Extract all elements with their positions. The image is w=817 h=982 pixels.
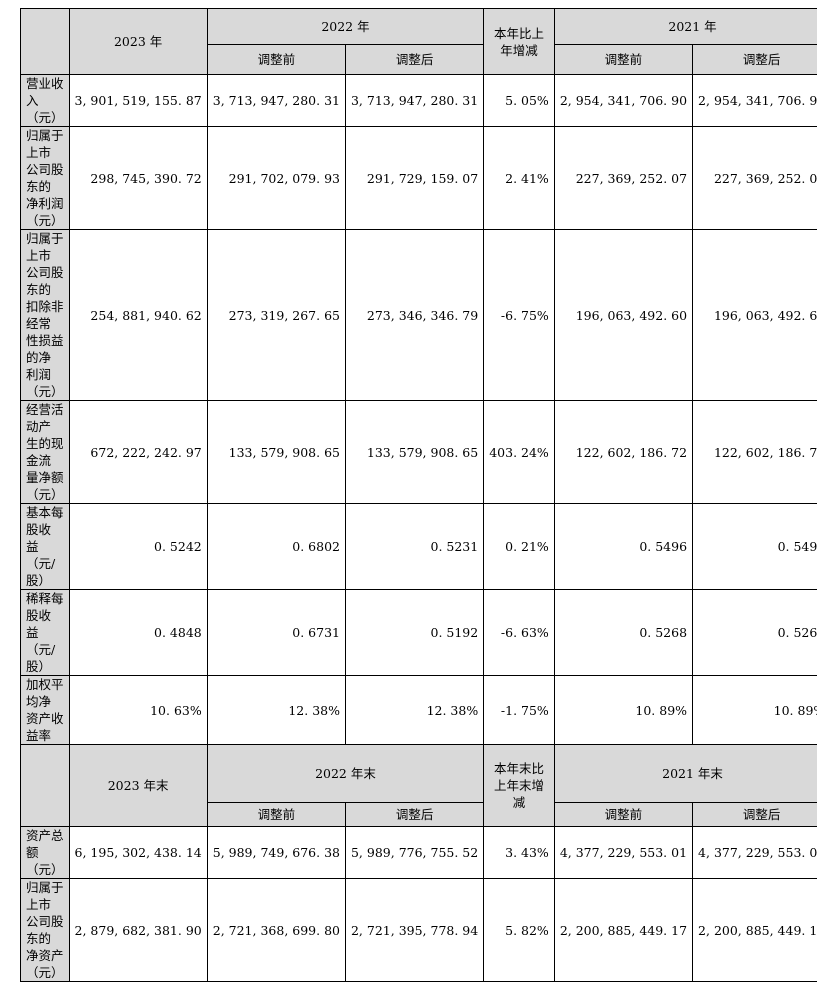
header-2021-before: 调整前	[554, 45, 692, 75]
value-2021-after: 0. 5268	[693, 590, 817, 676]
value-2021-after: 2, 954, 341, 706. 90	[693, 75, 817, 127]
value-2022-before: 273, 319, 267. 65	[207, 230, 345, 401]
header-2023: 2023 年	[69, 9, 207, 75]
header-2021-end-before: 调整前	[554, 803, 692, 827]
value-2022-after: 133, 579, 908. 65	[345, 401, 483, 504]
value-change: -6. 63%	[484, 590, 555, 676]
value-2021-before: 0. 5268	[554, 590, 692, 676]
value-2023: 3, 901, 519, 155. 87	[69, 75, 207, 127]
header-2022: 2022 年	[207, 9, 483, 45]
table-row-roe: 加权平均净 资产收益率 10. 63% 12. 38% 12. 38% -1. …	[21, 676, 817, 745]
value-2021-before: 227, 369, 252. 07	[554, 127, 692, 230]
table-row-net-profit: 归属于上市 公司股东的 净利润 （元） 298, 745, 390. 72 29…	[21, 127, 817, 230]
value-2022-after: 2, 721, 395, 778. 94	[345, 879, 483, 982]
row-label: 基本每股收 益（元/股）	[21, 504, 70, 590]
table-row-total-assets: 资产总额 （元） 6, 195, 302, 438. 14 5, 989, 74…	[21, 827, 817, 879]
table-row-operating-cash-flow: 经营活动产 生的现金流 量净额 （元） 672, 222, 242. 97 13…	[21, 401, 817, 504]
value-2023: 672, 222, 242. 97	[69, 401, 207, 504]
row-label: 营业收入 （元）	[21, 75, 70, 127]
value-2022-after: 291, 729, 159. 07	[345, 127, 483, 230]
value-2023: 6, 195, 302, 438. 14	[69, 827, 207, 879]
header-2022-end: 2022 年末	[207, 745, 483, 803]
value-2023: 10. 63%	[69, 676, 207, 745]
value-2021-after: 2, 200, 885, 449. 17	[693, 879, 817, 982]
header-2022-end-before: 调整前	[207, 803, 345, 827]
value-2022-after: 3, 713, 947, 280. 31	[345, 75, 483, 127]
header-2023-end: 2023 年末	[69, 745, 207, 827]
value-2021-before: 0. 5496	[554, 504, 692, 590]
header-corner-cell	[21, 745, 70, 827]
value-2021-after: 4, 377, 229, 553. 01	[693, 827, 817, 879]
row-label: 归属于上市 公司股东的 净资产 （元）	[21, 879, 70, 982]
value-2022-before: 2, 721, 368, 699. 80	[207, 879, 345, 982]
value-2021-before: 4, 377, 229, 553. 01	[554, 827, 692, 879]
header-corner-cell	[21, 9, 70, 75]
top-header-row: 2023 年 2022 年 本年比上 年增减 2021 年	[21, 9, 817, 45]
row-label: 归属于上市 公司股东的 净利润 （元）	[21, 127, 70, 230]
value-2021-before: 122, 602, 186. 72	[554, 401, 692, 504]
value-2022-before: 0. 6731	[207, 590, 345, 676]
value-2023: 0. 4848	[69, 590, 207, 676]
value-2022-before: 12. 38%	[207, 676, 345, 745]
value-2021-before: 2, 200, 885, 449. 17	[554, 879, 692, 982]
value-change: 403. 24%	[484, 401, 555, 504]
value-2023: 2, 879, 682, 381. 90	[69, 879, 207, 982]
value-change: 5. 82%	[484, 879, 555, 982]
value-2023: 298, 745, 390. 72	[69, 127, 207, 230]
value-2021-before: 10. 89%	[554, 676, 692, 745]
value-2023: 254, 881, 940. 62	[69, 230, 207, 401]
value-change: 2. 41%	[484, 127, 555, 230]
value-2021-after: 0. 5496	[693, 504, 817, 590]
table-row-basic-eps: 基本每股收 益（元/股） 0. 5242 0. 6802 0. 5231 0. …	[21, 504, 817, 590]
value-2021-after: 196, 063, 492. 60	[693, 230, 817, 401]
row-label: 归属于上市 公司股东的 扣除非经常 性损益的净 利润（元）	[21, 230, 70, 401]
value-2022-before: 3, 713, 947, 280. 31	[207, 75, 345, 127]
value-2022-after: 273, 346, 346. 79	[345, 230, 483, 401]
header-2021-after: 调整后	[693, 45, 817, 75]
value-2022-after: 0. 5192	[345, 590, 483, 676]
value-2022-before: 133, 579, 908. 65	[207, 401, 345, 504]
row-label: 经营活动产 生的现金流 量净额 （元）	[21, 401, 70, 504]
table-row-revenue: 营业收入 （元） 3, 901, 519, 155. 87 3, 713, 94…	[21, 75, 817, 127]
table-row-diluted-eps: 稀释每股收 益（元/股） 0. 4848 0. 6731 0. 5192 -6.…	[21, 590, 817, 676]
header-change-end: 本年末比 上年末增 减	[484, 745, 555, 827]
value-2021-after: 227, 369, 252. 07	[693, 127, 817, 230]
value-2021-after: 10. 89%	[693, 676, 817, 745]
header-2022-after: 调整后	[345, 45, 483, 75]
value-change: -1. 75%	[484, 676, 555, 745]
value-2021-after: 122, 602, 186. 72	[693, 401, 817, 504]
table-row-net-assets: 归属于上市 公司股东的 净资产 （元） 2, 879, 682, 381. 90…	[21, 879, 817, 982]
value-2022-after: 5, 989, 776, 755. 52	[345, 827, 483, 879]
header-change: 本年比上 年增减	[484, 9, 555, 75]
value-2023: 0. 5242	[69, 504, 207, 590]
value-2022-after: 0. 5231	[345, 504, 483, 590]
row-label: 资产总额 （元）	[21, 827, 70, 879]
value-change: 0. 21%	[484, 504, 555, 590]
bottom-header-row: 2023 年末 2022 年末 本年末比 上年末增 减 2021 年末	[21, 745, 817, 803]
value-2021-before: 2, 954, 341, 706. 90	[554, 75, 692, 127]
header-2022-before: 调整前	[207, 45, 345, 75]
header-2021-end: 2021 年末	[554, 745, 817, 803]
header-2021-end-after: 调整后	[693, 803, 817, 827]
value-change: 3. 43%	[484, 827, 555, 879]
value-2022-before: 0. 6802	[207, 504, 345, 590]
header-2021: 2021 年	[554, 9, 817, 45]
value-change: 5. 05%	[484, 75, 555, 127]
table-row-net-profit-excl: 归属于上市 公司股东的 扣除非经常 性损益的净 利润（元） 254, 881, …	[21, 230, 817, 401]
row-label: 加权平均净 资产收益率	[21, 676, 70, 745]
row-label: 稀释每股收 益（元/股）	[21, 590, 70, 676]
value-2022-after: 12. 38%	[345, 676, 483, 745]
value-2022-before: 5, 989, 749, 676. 38	[207, 827, 345, 879]
value-2022-before: 291, 702, 079. 93	[207, 127, 345, 230]
value-2021-before: 196, 063, 492. 60	[554, 230, 692, 401]
value-change: -6. 75%	[484, 230, 555, 401]
financial-indicators-table: 2023 年 2022 年 本年比上 年增减 2021 年 调整前 调整后 调整…	[20, 8, 817, 982]
header-2022-end-after: 调整后	[345, 803, 483, 827]
